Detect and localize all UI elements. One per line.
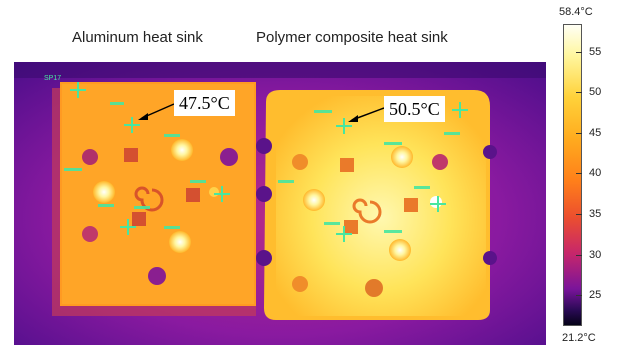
led-hotspot xyxy=(169,231,191,253)
led-hotspot xyxy=(171,139,193,161)
scale-tick-label: 35 xyxy=(589,207,602,220)
scale-tick-mark xyxy=(576,173,582,175)
led-hotspot xyxy=(303,189,325,211)
scale-tick-label: 45 xyxy=(589,126,602,139)
scale-tick-label: 30 xyxy=(589,248,602,261)
scale-tick-label: 50 xyxy=(589,86,602,99)
scale-tick-mark xyxy=(576,92,582,94)
plate-hole xyxy=(292,276,308,292)
led-hotspot xyxy=(93,181,115,203)
spot-marker-label: SP17 xyxy=(44,75,61,82)
thermal-image: SP17 xyxy=(14,62,546,345)
scale-tick-label: 25 xyxy=(589,289,602,302)
aluminum-heat-sink-caption: Aluminum heat sink xyxy=(72,29,203,46)
scale-tick-label: 55 xyxy=(589,45,602,58)
led-hotspot xyxy=(389,239,411,261)
plate-hole xyxy=(220,148,238,166)
polymer-temperature-callout: 50.5°C xyxy=(384,96,445,122)
color-scale-max-label: 58.4°C xyxy=(559,6,593,18)
plate-hole xyxy=(292,154,308,170)
color-scale-min-label: 21.2°C xyxy=(562,332,596,344)
temperature-color-bar xyxy=(563,24,582,326)
plate-hole xyxy=(365,279,383,297)
led-hotspot xyxy=(391,146,413,168)
scale-tick-label: 40 xyxy=(589,167,602,180)
scale-tick-mark xyxy=(576,51,582,53)
scale-tick-mark xyxy=(576,132,582,134)
scale-tick-mark xyxy=(576,295,582,297)
plate-hole xyxy=(148,267,166,285)
measurement-markers xyxy=(70,82,468,242)
polymer-heat-sink-caption: Polymer composite heat sink xyxy=(256,29,448,46)
aluminum-temperature-callout: 47.5°C xyxy=(174,90,235,116)
aluminum-heat-sink-plate xyxy=(52,82,256,316)
plate-hole xyxy=(82,149,98,165)
scale-tick-mark xyxy=(576,213,582,215)
plate-hole xyxy=(432,154,448,170)
polymer-heat-sink-plate xyxy=(256,90,497,320)
scale-tick-mark xyxy=(576,254,582,256)
plate-hole xyxy=(82,226,98,242)
